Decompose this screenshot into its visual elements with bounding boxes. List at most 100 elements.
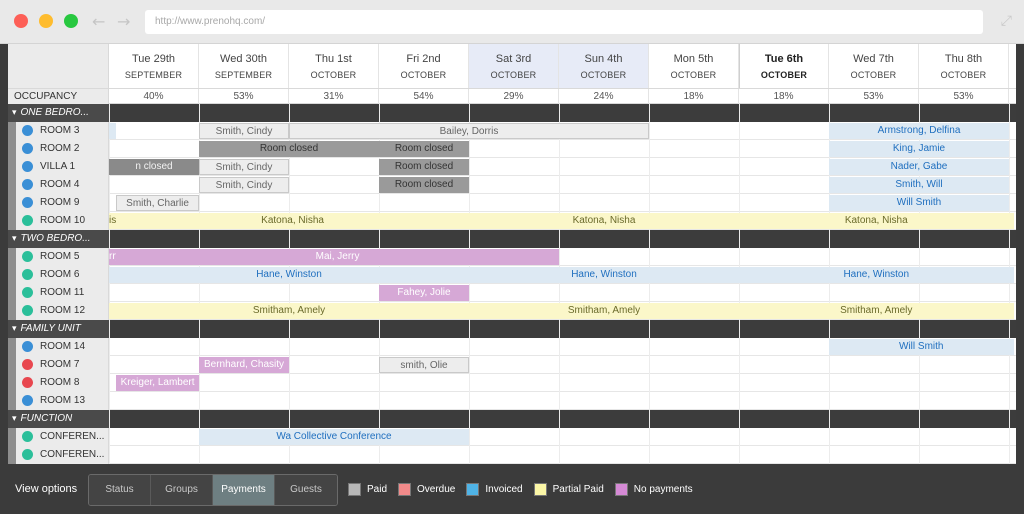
month-name: SEPTEMBER — [214, 70, 273, 80]
month-name: OCTOBER — [940, 70, 987, 80]
room-name: ROOM 5 — [40, 251, 80, 262]
booking-bar[interactable]: Wa Collective Conference — [199, 429, 469, 445]
day-name: Tue 29th — [131, 53, 175, 65]
room-label[interactable]: ROOM 11 — [8, 284, 109, 302]
booking-bar[interactable]: smith, Olie — [379, 357, 469, 373]
booking-bar[interactable]: n closed — [109, 159, 199, 175]
chevron-down-icon[interactable]: ▾ — [12, 414, 17, 424]
booking-bar[interactable]: isha — [109, 213, 117, 229]
room-label[interactable]: CONFEREN... — [8, 446, 109, 464]
forward-arrow-icon[interactable]: → — [117, 12, 131, 31]
booking-bar[interactable]: Smith, Cindy — [199, 123, 289, 139]
tab-status[interactable]: Status — [89, 475, 151, 505]
room-label[interactable]: ROOM 10 — [8, 212, 109, 230]
room-label[interactable]: ROOM 6 — [8, 266, 109, 284]
room-row: ROOM 12 — [8, 302, 1016, 320]
booking-bar[interactable]: Bailey, Dorris — [289, 123, 649, 139]
booking-bar[interactable]: Bernhard, Chasity — [199, 357, 289, 373]
day-name: Sat 3rd — [495, 53, 532, 65]
legend-item: Invoiced — [466, 483, 523, 496]
day-header[interactable]: Mon 5th OCTOBER — [649, 44, 739, 88]
room-label[interactable]: VILLA 1 — [8, 158, 109, 176]
group-header[interactable]: ▾ FUNCTION — [8, 410, 109, 428]
day-name: Wed 30th — [220, 53, 267, 65]
day-header[interactable]: Fri 2nd OCTOBER — [379, 44, 469, 88]
booking-bar[interactable]: Katona, Nisha — [116, 213, 469, 229]
booking-bar[interactable]: Smith, Cindy — [199, 159, 289, 175]
booking-bar[interactable]: Room closed — [379, 177, 469, 193]
room-label[interactable]: ROOM 7 — [8, 356, 109, 374]
booking-bar[interactable]: Will Smith — [829, 339, 1014, 355]
group-header[interactable]: ▾ ONE BEDRO... — [8, 104, 109, 122]
close-window-button[interactable] — [14, 14, 28, 28]
booking-bar[interactable]: Nader, Gabe — [829, 159, 1009, 175]
occupancy-label: OCCUPANCY — [8, 89, 109, 104]
room-row: CONFEREN... — [8, 428, 1016, 446]
group-row: ▾ FUNCTION — [8, 410, 1016, 428]
back-arrow-icon[interactable]: ← — [92, 12, 106, 31]
room-label[interactable]: ROOM 14 — [8, 338, 109, 356]
booking-bar[interactable]: Fahey, Jolie — [379, 285, 469, 301]
booking-bar[interactable]: Armstrong, Delfina — [829, 123, 1009, 139]
room-name: ROOM 10 — [40, 215, 86, 226]
booking-bar[interactable]: Room closed — [379, 141, 469, 157]
room-label[interactable]: ROOM 3 — [8, 122, 109, 140]
room-label[interactable]: ROOM 13 — [8, 392, 109, 410]
booking-bar[interactable]: King, Jamie — [829, 141, 1009, 157]
room-label[interactable]: ROOM 2 — [8, 140, 109, 158]
day-header[interactable]: Thu 1st OCTOBER — [289, 44, 379, 88]
booking-bar[interactable]: Room closed — [379, 159, 469, 175]
room-label[interactable]: ROOM 4 — [8, 176, 109, 194]
booking-bar[interactable]: Hane, Winston — [469, 267, 739, 283]
day-header[interactable]: Sat 3rd OCTOBER — [469, 44, 559, 88]
legend-swatch — [348, 483, 361, 496]
booking-bar[interactable]: Hane, Winston — [739, 267, 1014, 283]
chevron-down-icon[interactable]: ▾ — [12, 108, 17, 118]
booking-bar[interactable] — [109, 123, 117, 139]
booking-bar[interactable]: Smitham, Amely — [109, 303, 469, 319]
chevron-down-icon[interactable]: ▾ — [12, 324, 17, 334]
day-header[interactable]: Tue 6th OCTOBER — [739, 44, 829, 88]
booking-bar[interactable]: Smitham, Amely — [469, 303, 739, 319]
booking-bar[interactable]: Kreiger, Lambert — [116, 375, 199, 391]
room-row: ROOM 4 — [8, 176, 1016, 194]
room-row: ROOM 9 — [8, 194, 1016, 212]
room-label[interactable]: ROOM 9 — [8, 194, 109, 212]
booking-bar[interactable]: rry — [109, 249, 117, 265]
room-label[interactable]: ROOM 5 — [8, 248, 109, 266]
tab-guests[interactable]: Guests — [275, 475, 337, 505]
day-header[interactable]: Sun 4th OCTOBER — [559, 44, 649, 88]
occupancy-row: OCCUPANCY 40% 53% 31% 54% 29% 24% 18% 18% 53% 53% — [8, 88, 1016, 104]
booking-bar[interactable]: Mai, Jerry — [116, 249, 559, 265]
address-bar[interactable]: http://www.prenohq.com/ — [145, 10, 983, 34]
group-header[interactable]: ▾ TWO BEDRO... — [8, 230, 109, 248]
booking-bar[interactable]: Smitham, Amely — [739, 303, 1014, 319]
booking-bar[interactable]: Smith, Will — [829, 177, 1009, 193]
fullscreen-icon[interactable]: ⤢ — [1000, 13, 1012, 29]
day-header[interactable]: Wed 7th OCTOBER — [829, 44, 919, 88]
booking-bar[interactable]: Hane, Winston — [109, 267, 469, 283]
group-header[interactable]: ▾ FAMILY UNIT — [8, 320, 109, 338]
day-header[interactable]: Tue 29th SEPTEMBER — [109, 44, 199, 88]
tab-payments[interactable]: Payments — [213, 475, 275, 505]
legend-item: Paid — [348, 483, 387, 496]
tab-groups[interactable]: Groups — [151, 475, 213, 505]
room-label[interactable]: CONFEREN... — [8, 428, 109, 446]
booking-bar[interactable]: Will Smith — [829, 195, 1009, 211]
booking-bar[interactable]: Katona, Nisha — [469, 213, 739, 229]
booking-bar[interactable]: Smith, Charlie — [116, 195, 199, 211]
minimize-window-button[interactable] — [39, 14, 53, 28]
view-options-label: View options — [15, 483, 78, 495]
booking-bar[interactable]: Room closed — [199, 141, 379, 157]
day-header[interactable]: Wed 30th SEPTEMBER — [199, 44, 289, 88]
room-name: ROOM 14 — [40, 341, 86, 352]
booking-bar[interactable]: Smith, Cindy — [199, 177, 289, 193]
maximize-window-button[interactable] — [64, 14, 78, 28]
day-name: Thu 8th — [944, 53, 983, 65]
booking-bar[interactable]: Katona, Nisha — [739, 213, 1014, 229]
chevron-down-icon[interactable]: ▾ — [12, 234, 17, 244]
room-label[interactable]: ROOM 12 — [8, 302, 109, 320]
room-label[interactable]: ROOM 8 — [8, 374, 109, 392]
header-corner — [8, 44, 109, 88]
day-header[interactable]: Thu 8th OCTOBER — [919, 44, 1009, 88]
